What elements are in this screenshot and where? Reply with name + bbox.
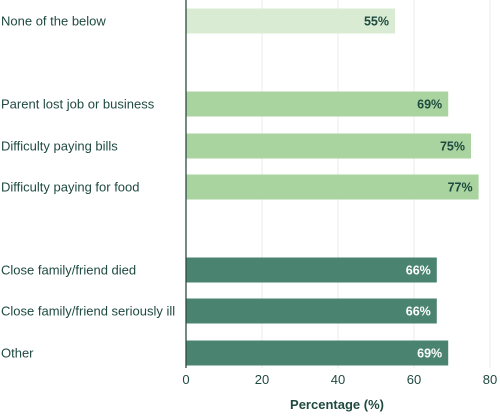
category-label: None of the below xyxy=(1,14,106,29)
bar xyxy=(186,8,395,34)
axes: 0 20 40 60 80 xyxy=(182,0,497,387)
value-label: 66% xyxy=(406,264,431,278)
x-axis-title: Percentage (%) xyxy=(290,397,384,412)
category-label: Close family/friend died xyxy=(1,263,136,278)
bar xyxy=(186,133,471,159)
category-label: Close family/friend seriously ill xyxy=(1,304,175,319)
bar xyxy=(186,298,437,324)
bars: None of the below 55% Parent lost job or b… xyxy=(1,8,479,366)
value-label: 66% xyxy=(406,305,431,319)
bar xyxy=(186,174,479,200)
value-label: 75% xyxy=(440,140,465,154)
category-label: Difficulty paying bills xyxy=(1,139,118,154)
x-tick-label: 0 xyxy=(182,372,189,387)
category-label: Other xyxy=(1,346,34,361)
value-label: 69% xyxy=(417,347,442,361)
x-tick-label: 20 xyxy=(255,372,269,387)
bar xyxy=(186,91,449,117)
value-label: 55% xyxy=(364,15,389,29)
category-label: Parent lost job or business xyxy=(1,97,155,112)
value-label: 77% xyxy=(448,181,473,195)
x-tick-label: 80 xyxy=(483,372,497,387)
x-tick-label: 60 xyxy=(407,372,421,387)
value-label: 69% xyxy=(417,98,442,112)
bar xyxy=(186,340,449,366)
bar xyxy=(186,257,437,283)
x-tick-label: 40 xyxy=(331,372,345,387)
category-label: Difficulty paying for food xyxy=(1,180,140,195)
